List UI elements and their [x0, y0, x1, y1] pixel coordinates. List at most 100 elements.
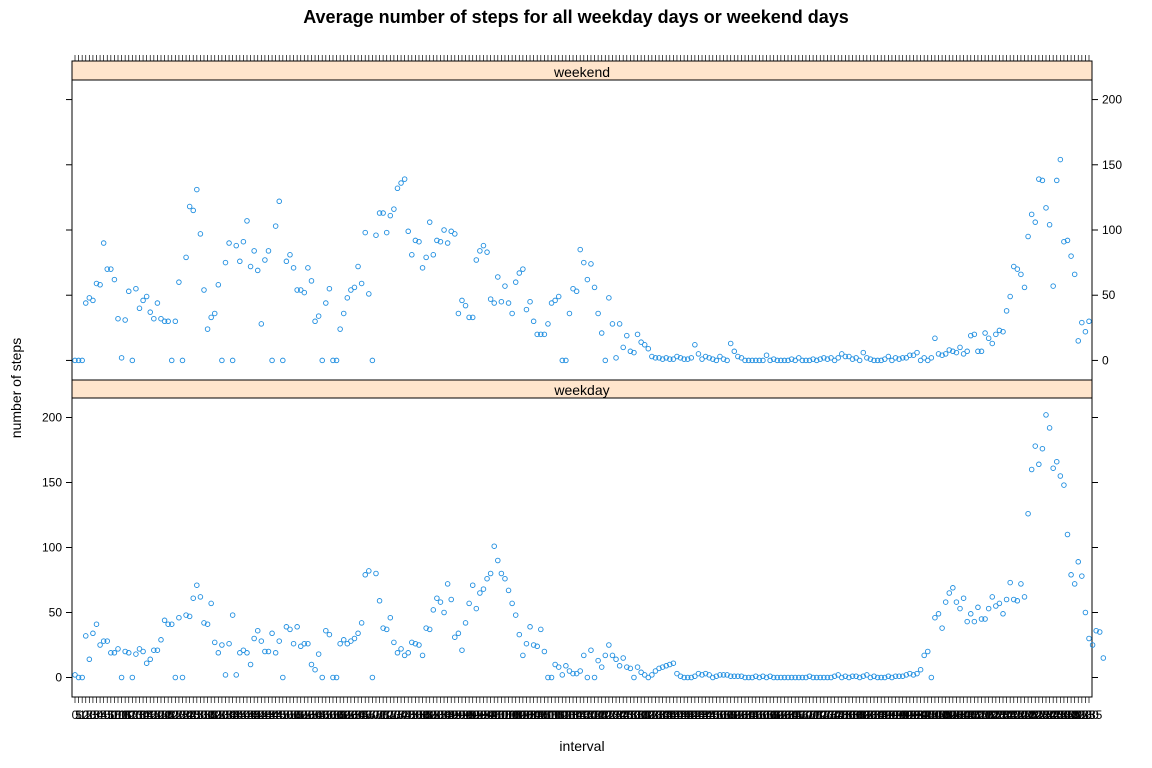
- data-point-weekday: [262, 648, 268, 655]
- x-tick-label: 2225: [1025, 708, 1052, 722]
- data-point-weekday: [745, 674, 752, 681]
- x-tick-label: 55: [108, 708, 122, 722]
- data-point-weekend: [735, 353, 741, 360]
- data-point-weekend: [125, 288, 132, 295]
- data-point-weekday: [466, 600, 472, 607]
- data-point-weekday: [333, 674, 340, 681]
- x-tick-label: 1930: [900, 708, 927, 722]
- data-point-weekend: [1025, 233, 1031, 240]
- data-point-weekend: [247, 263, 254, 270]
- data-point-weekend: [953, 349, 960, 356]
- data-point-weekend: [796, 355, 802, 361]
- x-tick-label: 1925: [896, 708, 923, 722]
- data-point-weekday: [140, 648, 146, 655]
- data-point-weekend: [942, 351, 949, 357]
- data-point-weekend: [627, 348, 634, 355]
- x-tick-label: 315: [205, 708, 225, 722]
- data-point-weekend: [598, 330, 605, 336]
- data-point-weekend: [968, 332, 974, 339]
- data-point-weekday: [921, 652, 927, 659]
- x-tick-label: 245: [183, 708, 203, 722]
- data-point-weekday: [254, 627, 261, 634]
- data-point-weekday: [265, 648, 272, 655]
- x-tick-label: 510: [287, 708, 307, 722]
- x-tick-label: 2115: [976, 708, 1002, 722]
- data-point-weekday: [269, 630, 275, 637]
- strip-label-weekend: weekend: [553, 64, 610, 80]
- x-tick-label: 1645: [782, 708, 809, 722]
- x-tick-label: 2325: [1068, 708, 1095, 722]
- y-tick-label: 100: [42, 541, 62, 555]
- y-tick-label: 200: [1102, 93, 1122, 107]
- data-point-weekend: [355, 263, 361, 270]
- data-point-weekend: [133, 285, 139, 292]
- data-point-weekday: [899, 673, 906, 679]
- x-tick-label: 20: [83, 708, 97, 722]
- data-point-weekend: [928, 355, 935, 361]
- data-point-weekend: [201, 287, 207, 293]
- x-tick-label: 205: [155, 708, 175, 722]
- data-point-weekend: [853, 355, 859, 361]
- data-point-weekday: [788, 674, 795, 681]
- data-point-weekday: [860, 673, 867, 679]
- data-point-weekend: [670, 356, 677, 362]
- data-point-weekday: [366, 568, 372, 574]
- data-point-weekday: [337, 640, 343, 647]
- data-point-weekend: [602, 357, 609, 364]
- x-tick-label: 1635: [775, 708, 802, 722]
- data-point-weekend: [792, 357, 798, 364]
- x-tick-label: 2210: [1015, 708, 1042, 722]
- data-point-weekday: [853, 673, 859, 679]
- data-point-weekend: [645, 345, 652, 352]
- x-tick-label: 605: [327, 708, 347, 722]
- x-tick-label: 110: [116, 708, 135, 722]
- data-point-weekday: [584, 674, 591, 681]
- data-point-weekend: [344, 295, 351, 301]
- data-point-weekday: [767, 673, 773, 679]
- data-point-weekend: [509, 310, 515, 317]
- x-tick-label: 2205: [1011, 708, 1038, 722]
- data-point-weekday: [720, 672, 727, 678]
- data-point-weekend: [950, 348, 956, 355]
- data-point-weekday: [75, 674, 82, 681]
- data-point-weekend: [573, 288, 580, 295]
- data-point-weekday: [620, 655, 626, 661]
- data-point-weekday: [455, 630, 462, 637]
- x-tick-label: 1835: [861, 708, 888, 722]
- y-tick-label: 100: [1102, 223, 1122, 237]
- data-point-weekday: [505, 587, 512, 594]
- data-point-weekday: [426, 626, 433, 633]
- data-point-weekday: [201, 620, 207, 626]
- x-tick-label: 1900: [879, 708, 906, 722]
- x-tick-label: 2050: [957, 708, 984, 722]
- data-point-weekday: [111, 650, 118, 656]
- x-tick-label: 705: [370, 708, 390, 722]
- x-tick-label: 1420: [678, 708, 705, 722]
- x-tick-label: 1455: [703, 708, 730, 722]
- x-tick-label: 1540: [735, 708, 762, 722]
- y-axis-label: number of steps: [8, 338, 24, 438]
- data-point-weekend: [93, 280, 100, 287]
- x-tick-label: 1810: [843, 708, 870, 722]
- data-point-weekday: [996, 600, 1003, 607]
- data-point-weekday: [459, 647, 465, 653]
- x-tick-label: 200: [151, 708, 171, 722]
- x-tick-label: 1905: [882, 708, 909, 722]
- x-tick-label: 1720: [807, 708, 834, 722]
- data-point-weekend: [265, 248, 272, 254]
- x-tick-label: 545: [312, 708, 332, 722]
- x-tick-label: 2305: [1054, 708, 1081, 722]
- data-point-weekday: [749, 674, 755, 681]
- data-point-weekday: [581, 652, 587, 659]
- data-point-weekend: [480, 242, 487, 249]
- data-point-weekend: [946, 347, 953, 353]
- data-point-weekday: [412, 640, 419, 647]
- data-point-weekday: [699, 672, 705, 678]
- data-point-weekday: [555, 664, 562, 670]
- data-point-weekday: [538, 626, 544, 633]
- x-tick-label: 2155: [1004, 708, 1031, 722]
- data-point-weekend: [566, 310, 573, 317]
- x-tick-label: 1205: [581, 708, 608, 722]
- data-point-weekday: [828, 674, 834, 681]
- data-point-weekend: [663, 355, 669, 361]
